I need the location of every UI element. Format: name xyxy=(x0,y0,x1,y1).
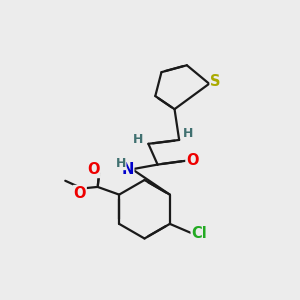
Text: H: H xyxy=(116,157,126,169)
Text: N: N xyxy=(122,162,134,177)
Text: Cl: Cl xyxy=(191,226,207,241)
Text: H: H xyxy=(183,127,194,140)
Text: O: O xyxy=(186,153,199,168)
Text: S: S xyxy=(210,74,220,89)
Text: H: H xyxy=(132,134,143,146)
Text: O: O xyxy=(74,186,86,201)
Text: O: O xyxy=(88,163,100,178)
